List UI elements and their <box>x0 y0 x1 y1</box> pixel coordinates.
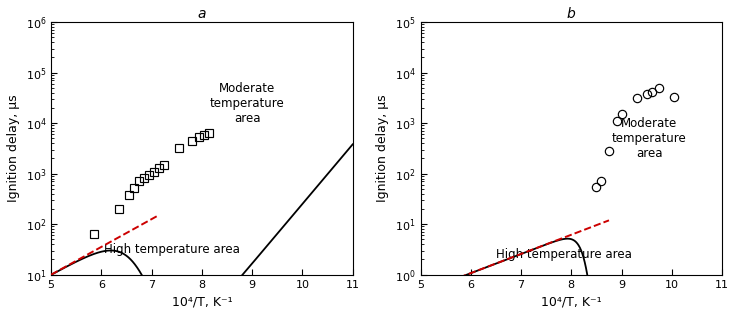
X-axis label: 10⁴/T, K⁻¹: 10⁴/T, K⁻¹ <box>541 295 601 308</box>
Text: Moderate
temperature
area: Moderate temperature area <box>612 117 687 160</box>
Title: b: b <box>567 7 576 21</box>
Text: High temperature area: High temperature area <box>496 248 631 261</box>
Text: High temperature area: High temperature area <box>104 243 240 256</box>
Y-axis label: Ignition delay, μs: Ignition delay, μs <box>7 94 20 202</box>
Text: Moderate
temperature
area: Moderate temperature area <box>210 82 285 124</box>
X-axis label: 10⁴/T, K⁻¹: 10⁴/T, K⁻¹ <box>171 295 233 308</box>
Y-axis label: Ignition delay, μs: Ignition delay, μs <box>376 94 389 202</box>
Title: a: a <box>198 7 206 21</box>
